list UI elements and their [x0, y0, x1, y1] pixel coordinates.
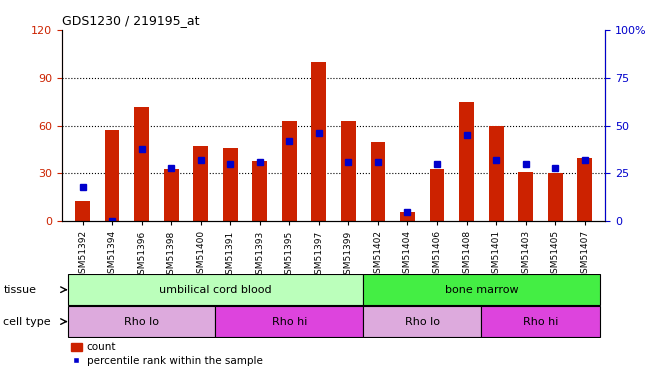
Bar [400, 211, 415, 221]
Bar [193, 146, 208, 221]
Bar [68, 306, 215, 337]
Text: cell type: cell type [3, 316, 51, 327]
Text: bone marrow: bone marrow [445, 285, 518, 295]
Bar [363, 306, 481, 337]
Bar [223, 148, 238, 221]
Text: Rho hi: Rho hi [271, 316, 307, 327]
Text: Rho lo: Rho lo [124, 316, 159, 327]
Bar [341, 121, 356, 221]
Bar [518, 172, 533, 221]
Bar [164, 169, 178, 221]
Bar [311, 62, 326, 221]
Bar [459, 102, 474, 221]
Bar [134, 106, 149, 221]
Text: tissue: tissue [3, 285, 36, 295]
Bar [215, 306, 363, 337]
Bar [105, 130, 119, 221]
Bar [282, 121, 297, 221]
Bar [481, 306, 600, 337]
Bar [577, 158, 592, 221]
Bar [489, 126, 503, 221]
Text: GDS1230 / 219195_at: GDS1230 / 219195_at [62, 15, 199, 27]
Bar [75, 201, 90, 221]
Bar [548, 173, 562, 221]
Text: Rho hi: Rho hi [523, 316, 558, 327]
Bar [253, 160, 267, 221]
Legend: count, percentile rank within the sample: count, percentile rank within the sample [67, 338, 267, 370]
Text: Rho lo: Rho lo [405, 316, 440, 327]
Text: umbilical cord blood: umbilical cord blood [159, 285, 271, 295]
Bar [370, 142, 385, 221]
Bar [68, 274, 363, 305]
Bar [430, 169, 445, 221]
Bar [363, 274, 600, 305]
